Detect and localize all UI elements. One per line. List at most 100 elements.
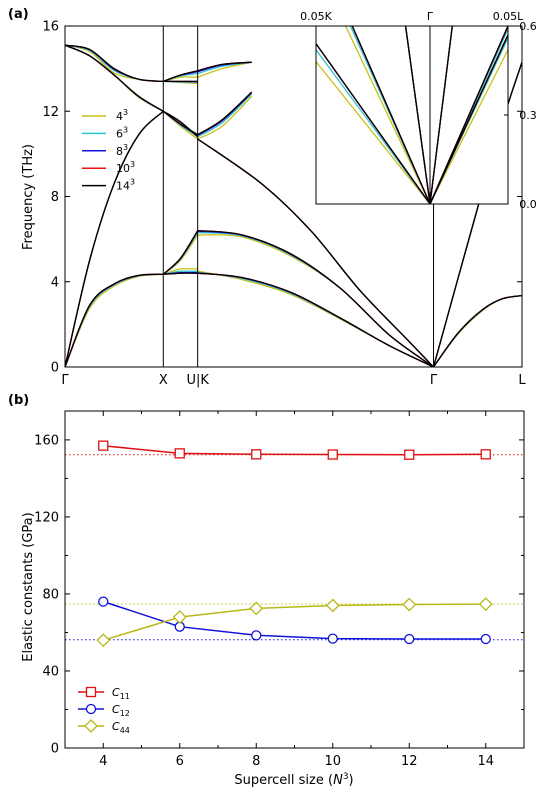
data-point-C44 [96, 633, 111, 648]
band-GX-1-14 [65, 44, 164, 112]
legend-label-C11: C11 [112, 686, 130, 701]
xtick-label: 4 [99, 754, 107, 769]
band-GX-0-14 [65, 44, 164, 83]
legend-label-8: 83 [116, 143, 128, 158]
band-GX-3-10 [65, 273, 164, 367]
band-KG-3-14 [197, 229, 434, 367]
ytick-label: 12 [42, 105, 59, 120]
band-KG-1-4 [197, 95, 253, 140]
band-GX-1-6 [65, 44, 164, 112]
ytick-label: 120 [34, 510, 59, 525]
series-line-C44 [103, 603, 486, 641]
inset-branch-L-14 [429, 26, 508, 204]
inset-xtick-label: Γ [427, 10, 434, 23]
band-GX-1-4 [65, 44, 164, 112]
data-point-C11 [404, 449, 415, 460]
band-XU-4-14 [162, 230, 199, 275]
legend-marker-C44 [84, 719, 98, 733]
band-GL-1-10 [432, 294, 522, 367]
elastic-xlabel: Supercell size (N3) [234, 772, 353, 788]
xtick-label: U|K [186, 373, 209, 388]
band-KG-3-10 [197, 229, 434, 367]
band-GX-3-14 [65, 273, 164, 367]
phonon-legend: 43 63 83 103 143 [82, 108, 135, 193]
band-GL-1-14 [432, 294, 522, 367]
inset-zoom: 0.05K Γ 0.05L 0.0 0.3 0.6 [300, 10, 537, 211]
band-GX-3-8 [65, 273, 164, 367]
data-point-C12 [327, 633, 338, 644]
ytick-label: 80 [42, 587, 59, 602]
inset-branch-K-4 [344, 26, 431, 204]
elastic-legend: C11 C12 C44 [78, 686, 130, 735]
band-KG-3-8 [197, 230, 434, 367]
inset-branch-K-14 [351, 26, 431, 204]
xtick-label: Γ [430, 373, 438, 388]
xtick-label: 12 [401, 754, 418, 769]
legend-label-C12: C12 [112, 703, 130, 718]
inset-branch-L-14 [429, 26, 453, 204]
ytick-label: 40 [42, 664, 59, 679]
band-KG-2-14 [197, 138, 434, 367]
series-line-C11 [103, 444, 486, 456]
xtick-label: X [159, 373, 168, 388]
band-GX-1-8 [65, 44, 164, 112]
legend-marker-C12 [85, 703, 97, 715]
inset-xtick-label: 0.05K [300, 10, 332, 23]
data-point-C44 [325, 598, 340, 613]
ytick-label: 4 [51, 275, 59, 290]
legend-label-4: 43 [116, 108, 128, 123]
phonon-ylabel: Frequency (THz) [21, 144, 36, 250]
data-point-C44 [172, 610, 187, 624]
elastic-axes: 0 40 80 120 160 4 6 8 10 12 14 [34, 410, 525, 769]
band-GX-3-4 [65, 273, 164, 367]
inset-xtick-label: 0.05L [493, 10, 524, 23]
band-KG-1-6 [197, 93, 253, 138]
band-KG-1-10 [197, 91, 253, 136]
band-GX-3-6 [65, 273, 164, 367]
band-KG-3-4 [197, 234, 434, 367]
legend-marker-C11 [85, 686, 97, 698]
inset-branch-K-14 [316, 43, 431, 204]
inset-ytick-label: 0.3 [519, 109, 537, 122]
band-KG-1-8 [197, 92, 253, 136]
band-GX-2-14 [65, 110, 164, 367]
band-GL-1-8 [432, 294, 522, 367]
ytick-label: 160 [34, 433, 59, 448]
data-point-C44 [478, 597, 493, 612]
xtick-label: 10 [324, 754, 341, 769]
data-point-C12 [98, 596, 109, 607]
band-XU-4-10 [162, 230, 199, 275]
xtick-label: Γ [61, 373, 69, 388]
ytick-label: 0 [51, 742, 59, 757]
panel-b-elastic-constants: (b) 0 40 80 120 160 4 6 8 10 12 14 C11 C12 C44 Elast… [8, 393, 525, 788]
xtick-label: 14 [477, 754, 494, 769]
band-KG-4-10 [197, 272, 434, 367]
xtick-label: L [518, 373, 526, 388]
panel-label-b: (b) [8, 393, 29, 408]
data-point-C11 [174, 448, 185, 459]
band-KG-4-14 [197, 272, 434, 367]
xtick-label: 6 [176, 754, 184, 769]
band-GX-1-10 [65, 44, 164, 112]
inset-branch-K-4 [316, 61, 431, 204]
data-point-C11 [251, 449, 262, 460]
inset-background [316, 26, 508, 204]
data-point-C12 [251, 630, 262, 641]
inset-ytick-label: 0.6 [519, 20, 537, 33]
xtick-label: 8 [252, 754, 260, 769]
elastic-ylabel: Elastic constants (GPa) [21, 512, 36, 661]
inset-branch-L-4 [429, 49, 508, 204]
band-KG-0-14 [197, 61, 252, 72]
inset-ytick-label: 0.0 [519, 198, 537, 211]
band-KG-3-6 [197, 231, 434, 367]
legend-label-14: 143 [116, 178, 135, 193]
data-point-C44 [249, 601, 264, 616]
legend-label-C44: C44 [112, 720, 130, 735]
series-line-C12 [103, 600, 486, 640]
band-KG-4-6 [197, 271, 434, 367]
band-KG-4-8 [197, 272, 434, 367]
data-point-C12 [480, 633, 491, 645]
data-point-C11 [480, 449, 491, 460]
band-GL-1-4 [432, 294, 522, 367]
